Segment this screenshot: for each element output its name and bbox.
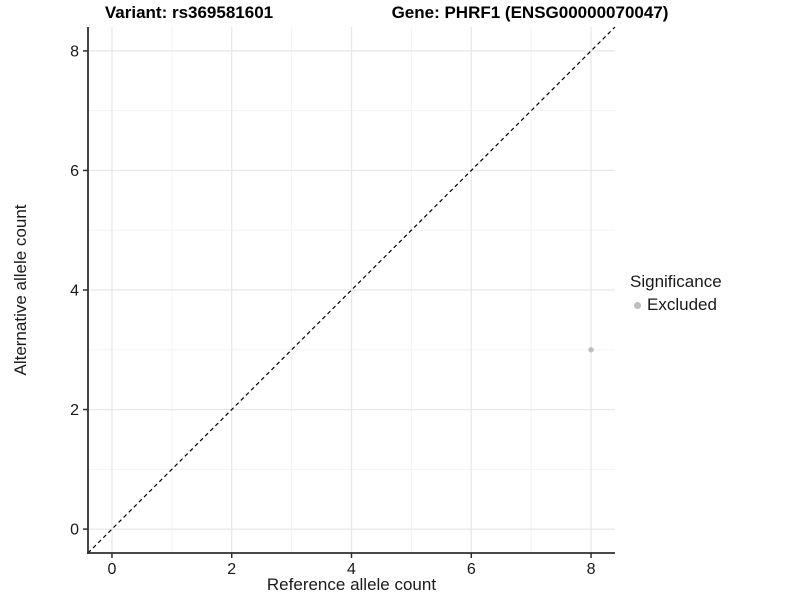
y-tick-label: 8 — [70, 43, 79, 60]
y-tick-label: 2 — [70, 402, 79, 419]
x-tick-label: 8 — [587, 561, 596, 578]
y-axis-title: Alternative allele count — [11, 204, 30, 376]
y-tick-label: 6 — [70, 163, 79, 180]
legend: Significance Excluded — [630, 272, 722, 315]
legend-item-excluded: Excluded — [630, 295, 722, 315]
x-tick-label: 4 — [347, 561, 356, 578]
x-axis-title: Reference allele count — [266, 575, 437, 594]
identity-line — [87, 26, 616, 554]
gene-title: Gene: PHRF1 (ENSG00000070047) — [391, 3, 669, 22]
legend-item-label: Excluded — [647, 295, 717, 314]
x-tick-label: 2 — [227, 561, 236, 578]
x-tick-label: 0 — [108, 561, 117, 578]
data-point — [588, 347, 594, 353]
y-tick-label: 4 — [70, 283, 79, 300]
excluded-point-icon — [634, 301, 641, 309]
y-tick-label: 0 — [70, 522, 79, 539]
variant-title: Variant: rs369581601 — [104, 3, 274, 22]
legend-title: Significance — [630, 272, 722, 291]
x-tick-label: 6 — [467, 561, 476, 578]
